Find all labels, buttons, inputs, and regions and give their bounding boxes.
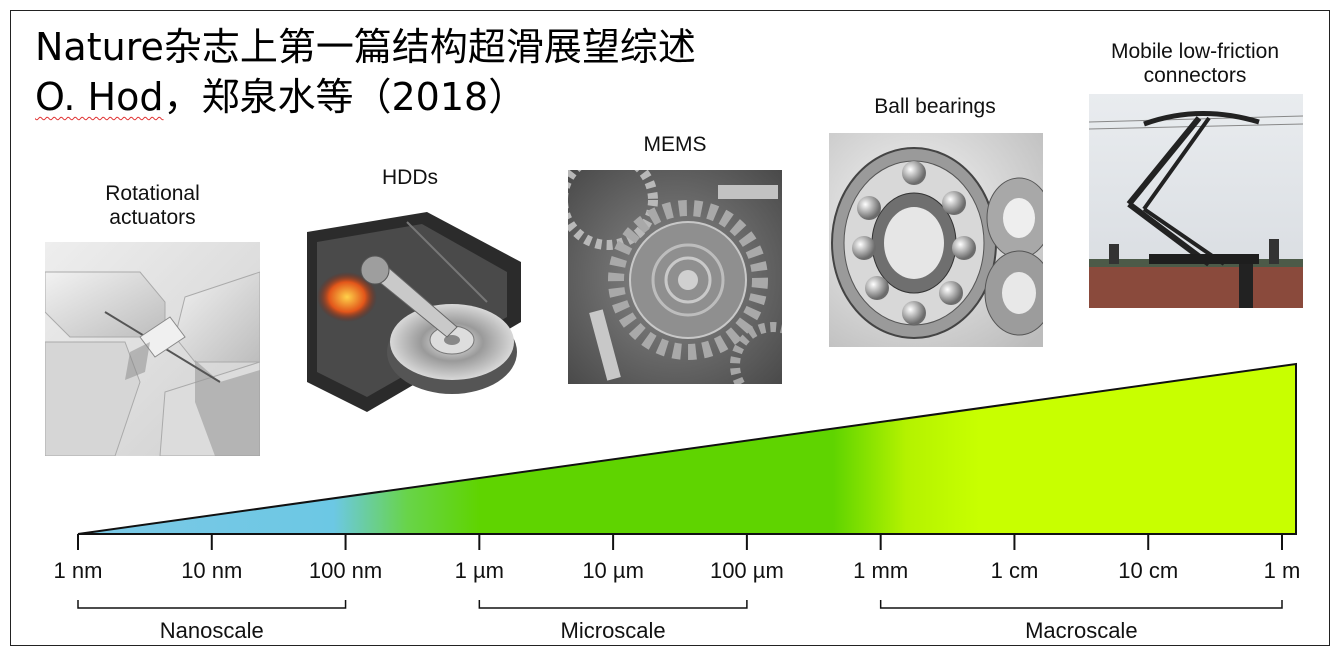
- axis-tick-label: 100 µm: [709, 558, 784, 583]
- title-line-2: O. Hod，郑泉水等（2018）: [35, 72, 696, 122]
- title-coauthors: ，郑泉水等（2018）: [163, 75, 527, 119]
- slide-frame: [10, 10, 1330, 646]
- slide-title: Nature杂志上第一篇结构超滑展望综述 O. Hod，郑泉水等（2018）: [35, 22, 696, 122]
- title-author: O. Hod: [35, 75, 164, 119]
- rotational-actuator-image: [45, 242, 260, 456]
- range-bracket: [478, 600, 748, 609]
- hard-disk-drive-image: [307, 202, 521, 412]
- axis-tick-label: 1 µm: [454, 558, 504, 583]
- title-line-1: Nature杂志上第一篇结构超滑展望综述: [35, 25, 696, 69]
- label-ball-bearings: Ball bearings: [874, 95, 996, 118]
- axis-tick-label: 10 cm: [1118, 558, 1179, 583]
- axis-tick-label: 100 nm: [308, 558, 383, 583]
- label-hdds: HDDs: [382, 166, 438, 189]
- range-brackets: [77, 600, 1283, 609]
- range-bracket: [77, 600, 347, 609]
- ball-bearing-image: [829, 133, 1043, 347]
- pantograph-connector-image: [1089, 94, 1303, 308]
- axis-tick-label: 1 mm: [853, 558, 909, 583]
- axis-tick-label: 10 µm: [582, 558, 644, 583]
- scale-wedge: [77, 362, 1297, 535]
- range-label: Microscale: [560, 618, 666, 643]
- axis-tick-label: 1 cm: [990, 558, 1039, 583]
- range-label: Nanoscale: [159, 618, 264, 643]
- label-mobile-connectors: Mobile low-friction connectors: [1110, 40, 1280, 87]
- label-rotational-actuators: Rotational actuators: [105, 182, 200, 229]
- range-label: Macroscale: [1025, 618, 1138, 643]
- axis-ticks: [77, 534, 1283, 550]
- axis-tick-label: 1 nm: [53, 558, 103, 583]
- range-bracket: [879, 600, 1283, 609]
- mems-gear-image: [568, 170, 782, 384]
- axis-tick-label: 10 nm: [181, 558, 243, 583]
- label-mems: MEMS: [643, 133, 707, 156]
- axis-tick-label: 1 m: [1263, 558, 1301, 583]
